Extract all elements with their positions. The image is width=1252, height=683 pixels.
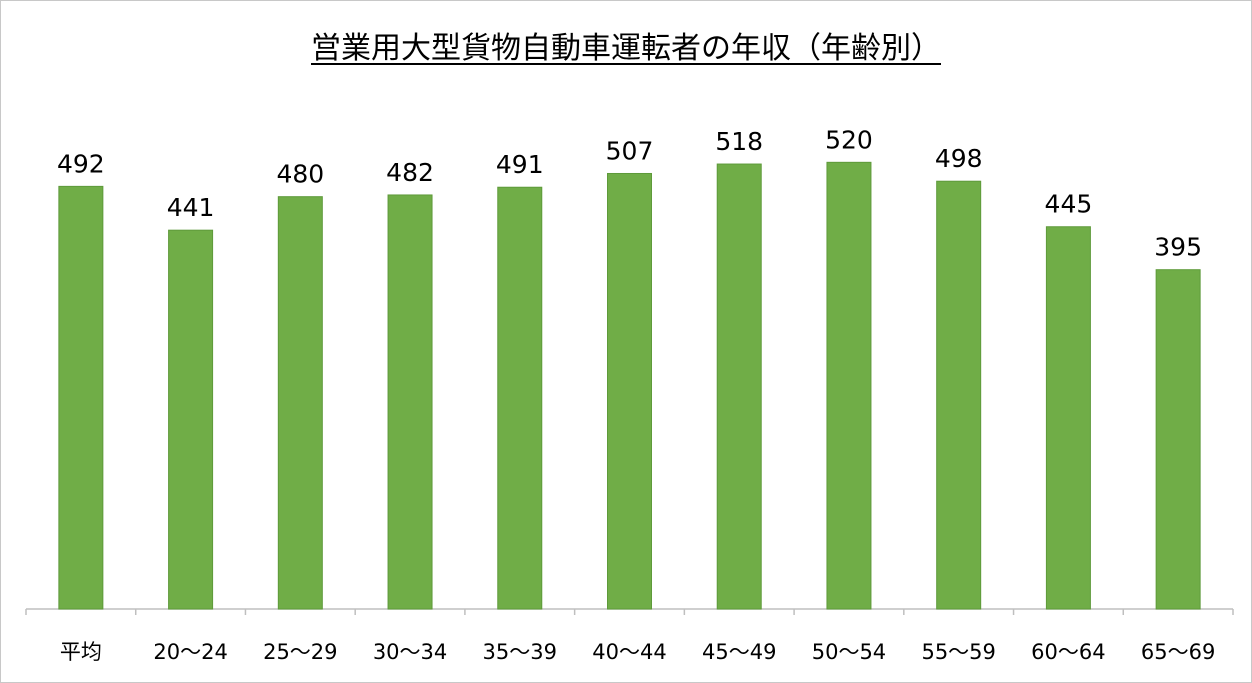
bar-value-label: 482 bbox=[386, 158, 434, 187]
category-label: 65～69 bbox=[1141, 640, 1215, 664]
bar-value-label: 445 bbox=[1045, 190, 1093, 219]
chart-title-text: 営業用大型貨物自動車運転者の年収（年齢別） bbox=[311, 31, 941, 66]
bars-group bbox=[58, 161, 1201, 610]
category-label: 25～29 bbox=[263, 640, 337, 664]
category-label: 60～64 bbox=[1031, 640, 1105, 664]
bar bbox=[1155, 269, 1201, 610]
bar-value-label: 518 bbox=[715, 127, 763, 156]
chart-title: 営業用大型貨物自動車運転者の年収（年齢別） bbox=[1, 23, 1251, 67]
category-label: 40～44 bbox=[592, 640, 666, 664]
bar-value-label: 491 bbox=[496, 150, 544, 179]
bar-value-label: 395 bbox=[1154, 233, 1202, 262]
bar bbox=[497, 186, 543, 610]
category-label: 20～24 bbox=[153, 640, 227, 664]
x-axis-ticks bbox=[25, 609, 1234, 615]
value-labels-group: 492 441 480 482 491 507 518 520 498 445 395 bbox=[57, 125, 1202, 261]
bar bbox=[277, 196, 323, 610]
bar bbox=[58, 185, 104, 610]
bar-value-label: 492 bbox=[57, 149, 105, 178]
bar bbox=[716, 163, 762, 610]
category-labels-group: 平均 20～24 25～29 30～34 35～39 40～44 45～49 50～54 55～… bbox=[60, 640, 1215, 664]
bar-value-label: 507 bbox=[606, 136, 654, 165]
category-label: 35～39 bbox=[483, 640, 557, 664]
bar bbox=[168, 229, 214, 610]
bar-value-label: 441 bbox=[167, 193, 215, 222]
bar bbox=[826, 161, 872, 610]
bar-value-label: 498 bbox=[935, 144, 983, 173]
category-label: 50～54 bbox=[812, 640, 886, 664]
category-label: 45～49 bbox=[702, 640, 776, 664]
category-label: 55～59 bbox=[921, 640, 995, 664]
bar bbox=[607, 172, 652, 610]
bar-value-label: 480 bbox=[276, 160, 324, 189]
bar-value-label: 520 bbox=[825, 125, 873, 154]
category-label: 平均 bbox=[60, 640, 102, 664]
bar bbox=[1045, 226, 1091, 610]
category-label: 30～34 bbox=[373, 640, 447, 664]
bar bbox=[387, 194, 433, 610]
bar bbox=[936, 180, 982, 610]
